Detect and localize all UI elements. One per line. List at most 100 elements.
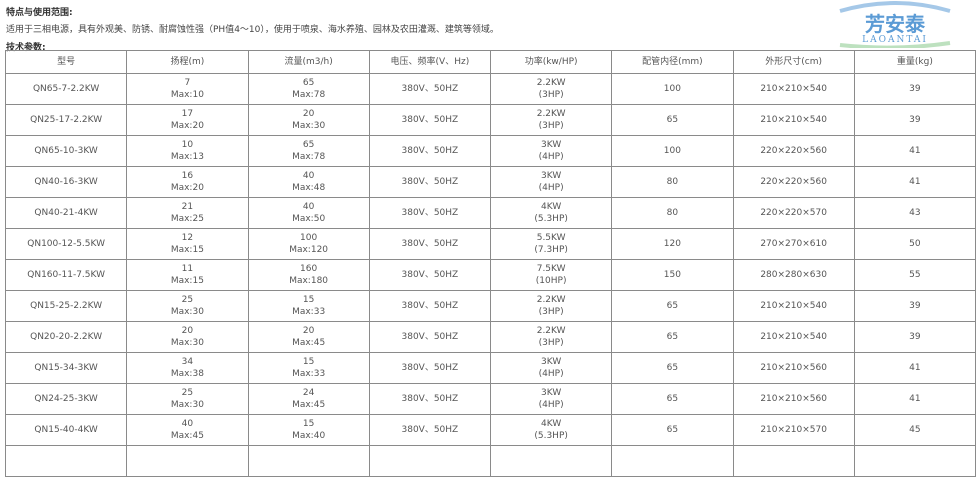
column-header: 型号 (4, 50, 128, 74)
cell-model: QN65-7-2.2KW (4, 73, 128, 105)
cell-head: 25 (181, 388, 194, 398)
cell-weight: 41 (853, 383, 977, 415)
cell-power: 3KW (4HP) (489, 383, 613, 415)
cell-power: 3KW (541, 140, 562, 150)
cell-size: 210×210×540 (760, 115, 827, 125)
cell-size: 210×210×570 (732, 414, 855, 446)
cell-voltage: 380V、50HZ (368, 383, 492, 415)
cell-size: 210×210×540 (760, 301, 827, 311)
cell-pipe: 100 (611, 73, 734, 105)
cell-head_max: Max:13 (170, 152, 204, 162)
cell-flow_max: Max:45 (292, 338, 326, 348)
empty-cell (732, 445, 855, 477)
cell-pipe: 65 (611, 383, 734, 415)
cell-head_max: Max:10 (170, 90, 204, 100)
cell-flow_max: Max:78 (292, 90, 326, 100)
cell-model: QN24-25-3KW (4, 383, 128, 415)
cell-head_max: Max:30 (170, 400, 204, 410)
cell-size: 280×280×630 (760, 270, 827, 280)
cell-size: 220×220×570 (732, 197, 855, 229)
cell-weight: 39 (853, 321, 977, 353)
description: 适用于三相电源，具有外观美、防锈、耐腐蚀性强（PH值4～10），使用于喷泉、海水… (6, 25, 499, 35)
cell-power: 3KW (4HP) (489, 135, 613, 167)
cell-flow: 160 Max:180 (247, 259, 370, 291)
cell-model: QN65-10-3KW (4, 135, 128, 167)
cell-head_max: Max:38 (170, 369, 204, 379)
cell-flow: 20 (302, 326, 315, 336)
cell-weight: 41 (909, 146, 921, 156)
cell-weight: 41 (909, 177, 921, 187)
cell-head: 17 (181, 109, 194, 119)
cell-pipe: 80 (611, 166, 734, 198)
cell-power: 3KW (541, 171, 562, 181)
column-header: 外形尺寸(cm) (732, 50, 855, 74)
cell-power: 2.2KW (3HP) (489, 73, 613, 105)
cell-model: QN15-25-2.2KW (4, 290, 128, 322)
cell-model: QN20-20-2.2KW (4, 321, 128, 353)
table-row: QN65-7-2.2KW 7 Max:10 65 Max:78 380V、50HZ 2.2K… (4, 73, 977, 105)
cell-voltage: 380V、50HZ (401, 177, 459, 187)
cell-size: 210×210×540 (732, 104, 855, 136)
cell-power: 4KW (541, 202, 562, 212)
cell-voltage: 380V、50HZ (401, 332, 459, 342)
cell-hp: (4HP) (538, 400, 564, 410)
table-row: QN25-17-2.2KW 17 Max:20 20 Max:30 380V、50HZ 2.… (4, 104, 977, 136)
table-row: QN160-11-7.5KW 11 Max:15 160 Max:180 380V、50H… (4, 259, 977, 291)
cell-pipe: 65 (666, 115, 679, 125)
cell-flow: 100 (300, 233, 318, 243)
cell-flow_max: Max:33 (292, 369, 326, 379)
cell-pipe: 65 (611, 414, 734, 446)
cell-model: QN160-11-7.5KW (4, 259, 128, 291)
cell-head: 10 (181, 140, 194, 150)
cell-pipe: 65 (611, 352, 734, 384)
cell-flow: 65 (302, 78, 315, 88)
cell-flow: 15 (302, 357, 315, 367)
empty-cell (126, 445, 249, 477)
logo-text: 芳安泰 (865, 12, 926, 36)
cell-flow_max: Max:50 (292, 214, 326, 224)
cell-voltage: 380V、50HZ (401, 425, 459, 435)
empty-cell (611, 445, 734, 477)
cell-pipe: 65 (666, 363, 679, 373)
cell-hp: (4HP) (538, 152, 564, 162)
cell-hp: (3HP) (538, 90, 564, 100)
cell-voltage: 380V、50HZ (368, 321, 492, 353)
cell-flow: 15 Max:33 (247, 290, 370, 322)
cell-flow_max: Max:48 (292, 183, 326, 193)
cell-flow: 40 Max:48 (247, 166, 370, 198)
cell-size: 210×210×540 (732, 73, 855, 105)
cell-power: 2.2KW (536, 326, 566, 336)
table-row: QN40-21-4KW 21 Max:25 40 Max:50 380V、50HZ 4KW (… (4, 197, 977, 229)
cell-voltage: 380V、50HZ (368, 290, 492, 322)
cell-head: 25 Max:30 (126, 383, 249, 415)
cell-flow_max: Max:78 (292, 152, 326, 162)
cell-model: QN160-11-7.5KW (27, 270, 105, 280)
cell-flow: 20 Max:30 (247, 104, 370, 136)
cell-head_max: Max:30 (170, 307, 204, 317)
table-header-row: 型号 扬程(m) 流量(m3/h) 电压、频率(V、Hz) 功率(kw/HP) 配管内径(… (4, 50, 977, 74)
cell-power: 2.2KW (536, 109, 566, 119)
cell-head_max: Max:15 (170, 276, 204, 286)
cell-weight: 41 (853, 135, 977, 167)
cell-size: 210×210×570 (760, 425, 827, 435)
column-header: 功率(kw/HP) (489, 50, 613, 74)
cell-flow_max: Max:40 (292, 431, 326, 441)
cell-head_max: Max:20 (170, 121, 204, 131)
table-row: QN65-10-3KW 10 Max:13 65 Max:78 380V、50HZ 3KW (… (4, 135, 977, 167)
cell-size: 220×220×560 (732, 135, 855, 167)
cell-flow: 65 Max:78 (247, 135, 370, 167)
cell-model: QN15-40-4KW (4, 414, 128, 446)
cell-size: 270×270×610 (732, 228, 855, 260)
table-row: QN20-20-2.2KW 20 Max:30 20 Max:45 380V、50HZ 2.… (4, 321, 977, 353)
cell-head: 20 (181, 326, 194, 336)
cell-weight: 39 (909, 115, 921, 125)
cell-hp: (4HP) (538, 369, 564, 379)
cell-pipe: 65 (666, 394, 679, 404)
cell-pipe: 65 (611, 290, 734, 322)
cell-pipe: 65 (666, 425, 679, 435)
cell-head: 25 (181, 295, 194, 305)
cell-model: QN20-20-2.2KW (30, 332, 103, 342)
cell-power: 5.5KW (7.3HP) (489, 228, 613, 260)
cell-power: 2.2KW (536, 295, 566, 305)
cell-size: 210×210×560 (760, 394, 827, 404)
